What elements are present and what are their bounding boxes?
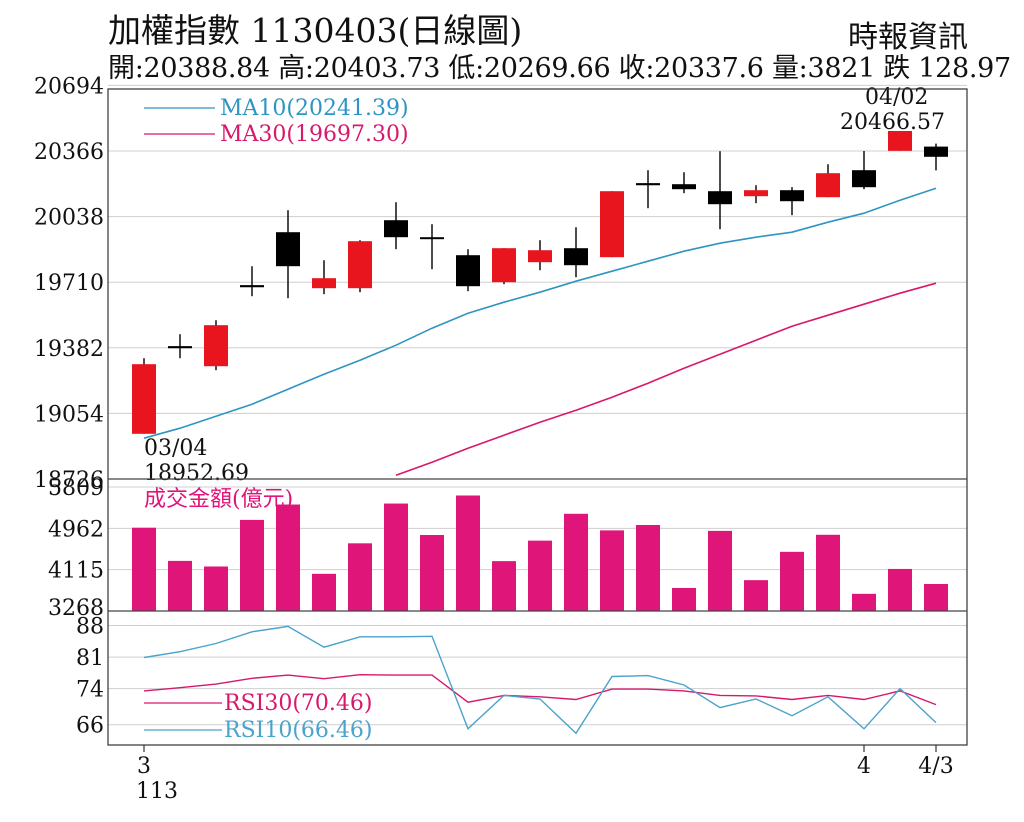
price-tick-label: 19382 — [34, 337, 104, 362]
volume-bar — [204, 566, 228, 611]
candle-body — [816, 173, 840, 198]
low-value-annotation: 18952.69 — [144, 461, 249, 486]
volume-bar — [600, 530, 624, 611]
price-tick-label: 20694 — [34, 74, 104, 99]
price-tick-label: 20366 — [34, 140, 104, 165]
ma10-line — [143, 187, 937, 439]
ma10-legend-label: MA10(20241.39) — [220, 96, 409, 121]
volume-bar — [852, 593, 876, 611]
volume-tick-label: 4962 — [48, 517, 104, 542]
price-tick-label: 18726 — [34, 468, 104, 493]
price-tick-label: 20038 — [34, 206, 104, 231]
chart-title: 加權指數 1130403(日線圖) — [108, 11, 523, 50]
ohlc-summary: 開:20388.84 高:20403.73 低:20269.66 收:20337… — [108, 53, 1011, 84]
candle-body — [348, 241, 372, 289]
candle-body — [888, 131, 912, 151]
volume-bar — [816, 534, 840, 611]
candle-body — [852, 170, 876, 188]
rsi-tick-label: 88 — [76, 615, 104, 640]
volume-bar — [240, 519, 264, 611]
candle-body — [384, 220, 408, 238]
plot-frame — [107, 88, 968, 746]
volume-bar — [456, 495, 480, 611]
candle-body — [924, 146, 948, 157]
volume-bar — [564, 513, 588, 611]
candle-body — [456, 255, 480, 287]
candle-body — [528, 250, 552, 263]
volume-bar — [924, 584, 948, 611]
candle-body — [672, 184, 696, 190]
volume-bar — [312, 573, 336, 611]
candle-body — [132, 364, 156, 434]
rsi-tick-label: 81 — [76, 646, 104, 671]
candle-body — [708, 191, 732, 205]
candle-body — [600, 191, 624, 258]
volume-tick-label: 4115 — [48, 559, 104, 584]
rsi-tick-label: 74 — [76, 678, 104, 703]
volume-tick-label: 5809 — [48, 476, 104, 501]
volume-bar — [348, 543, 372, 611]
rsi30-line — [143, 673, 937, 706]
rsi-tick-label: 66 — [76, 714, 104, 739]
source-label: 時報資訊 — [848, 20, 968, 55]
candle-body — [744, 190, 768, 197]
volume-bar — [384, 503, 408, 611]
rsi30-legend-label: RSI30(70.46) — [224, 691, 372, 716]
candle-body — [276, 232, 300, 267]
volume-bar — [528, 540, 552, 611]
volume-title: 成交金額(億元) — [144, 487, 293, 512]
candle-body — [564, 248, 588, 266]
candle-body — [312, 278, 336, 289]
volume-bar — [132, 527, 156, 611]
volume-bar — [276, 504, 300, 611]
volume-bar — [420, 535, 444, 611]
volume-bar — [672, 587, 696, 611]
high-value-annotation: 20466.57 — [840, 110, 945, 135]
candle-body — [420, 237, 444, 240]
volume-bar — [492, 561, 516, 611]
x-tick-label: 4/3 — [918, 754, 953, 779]
ma30-legend-label: MA30(19697.30) — [220, 122, 409, 147]
low-date-annotation: 03/04 — [144, 436, 207, 461]
x-year-label: 113 — [136, 779, 178, 804]
price-tick-label: 19054 — [34, 402, 104, 427]
volume-bar — [888, 568, 912, 611]
price-tick-label: 19710 — [34, 271, 104, 296]
volume-bar — [780, 551, 804, 611]
volume-bar — [708, 530, 732, 611]
ma30-line — [395, 282, 937, 476]
volume-bar — [168, 560, 192, 611]
candle-body — [780, 190, 804, 202]
x-tick-label: 4 — [857, 754, 871, 779]
x-tick-label: 3 — [137, 754, 151, 779]
candle-body — [492, 248, 516, 283]
rsi10-line — [143, 625, 937, 735]
volume-tick-label: 3268 — [48, 596, 104, 621]
volume-bar — [744, 580, 768, 611]
candle-body — [204, 325, 228, 367]
volume-bar — [636, 525, 660, 611]
rsi10-legend-label: RSI10(66.46) — [224, 718, 372, 743]
